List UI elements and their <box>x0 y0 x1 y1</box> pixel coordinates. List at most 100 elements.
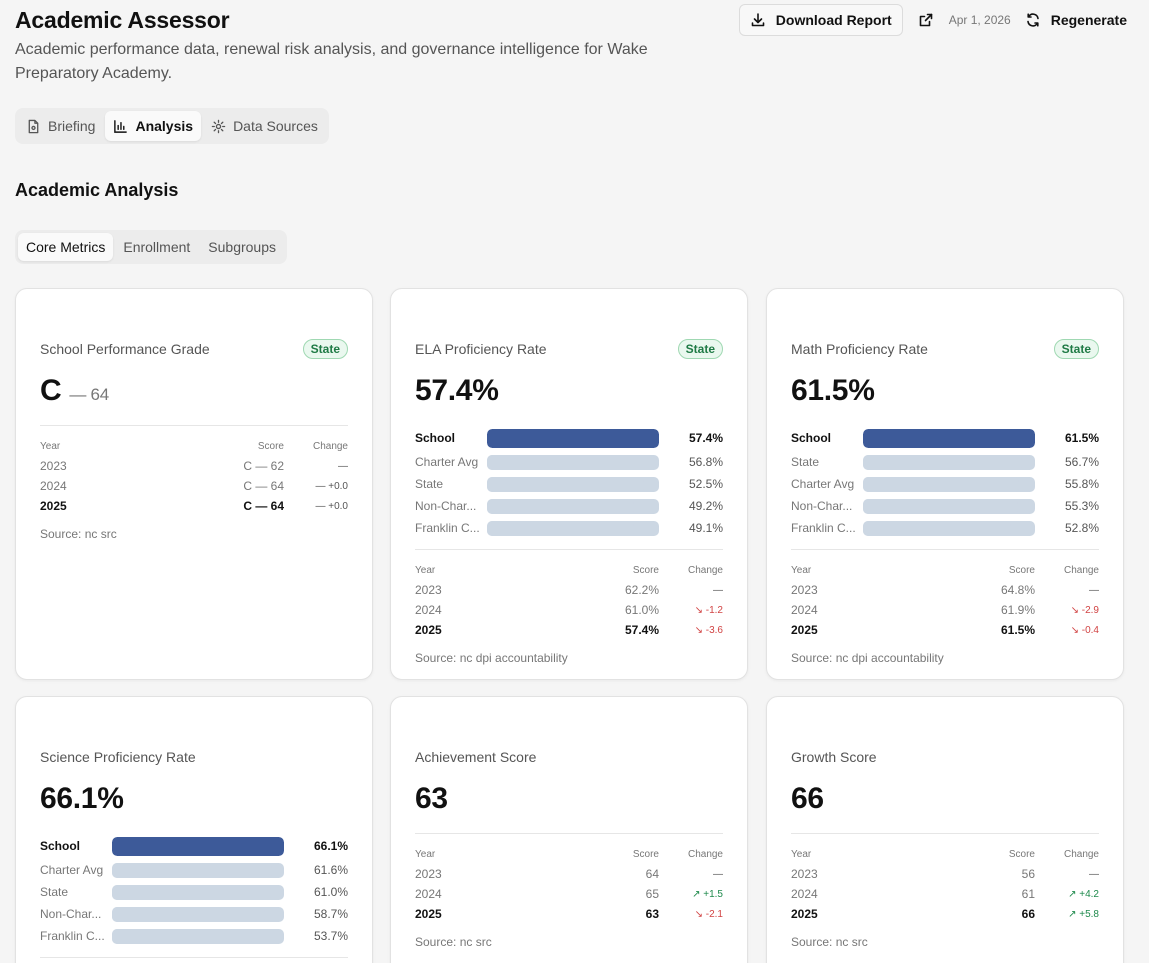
bar-value: 57.4% <box>688 431 723 445</box>
tab-enrollment[interactable]: Enrollment <box>123 239 191 255</box>
history-score: 61 <box>1021 887 1035 901</box>
bar-fill <box>112 884 271 900</box>
comparison-bar-row: Charter Avg 55.8% <box>791 473 1099 495</box>
tab-data-sources-label: Data Sources <box>233 118 318 134</box>
history-change: ↘ -0.4 <box>1070 624 1099 636</box>
school-performance-grade-card: School Performance Grade State C — 64 Ye… <box>15 288 373 680</box>
history-score: 64.8% <box>1000 583 1035 597</box>
tab-core-metrics[interactable]: Core Metrics <box>18 233 114 261</box>
bar-label: Franklin C... <box>415 521 480 535</box>
history-year: 2024 <box>415 887 442 901</box>
state-badge: State <box>1053 339 1099 359</box>
card-title: Math Proficiency Rate <box>791 341 928 357</box>
history-row: 2025 63 ↘ -2.1 <box>415 904 723 924</box>
source-note: Source: nc src <box>791 935 868 949</box>
bar-label: School <box>415 431 456 445</box>
change-header: Change <box>1063 564 1099 576</box>
tab-data-sources[interactable]: Data Sources <box>203 111 326 141</box>
regenerate-button[interactable]: Regenerate <box>1025 12 1127 28</box>
refresh-icon <box>1025 12 1041 28</box>
report-date: Apr 1, 2026 <box>948 13 1011 27</box>
history-row: 2024 C — 64 — +0.0 <box>40 476 348 496</box>
bar-value: 55.3% <box>1064 499 1099 513</box>
document-icon <box>26 119 41 134</box>
comparison-bar-row: Franklin C... 49.1% <box>415 517 723 539</box>
history-row: 2024 65 ↗ +1.5 <box>415 884 723 904</box>
history-year: 2025 <box>415 623 442 637</box>
history-change: — <box>713 584 723 596</box>
bar-track <box>863 428 1035 448</box>
download-icon <box>750 12 766 28</box>
history-score: 66 <box>1021 907 1035 921</box>
external-link-icon[interactable] <box>917 11 935 29</box>
metric-value: 61.5% <box>791 374 875 407</box>
history-score: 62.2% <box>624 583 659 597</box>
history-row: 2023 64 — <box>415 864 723 884</box>
comparison-bar-row: State 52.5% <box>415 473 723 495</box>
bar-track <box>863 454 1035 470</box>
score-header: Score <box>1008 564 1035 576</box>
history-year: 2025 <box>791 907 818 921</box>
bar-value: 56.7% <box>1064 455 1099 469</box>
card-title: Achievement Score <box>415 749 537 765</box>
download-report-button[interactable]: Download Report <box>738 4 903 36</box>
history-year: 2024 <box>791 603 818 617</box>
history-score: 63 <box>645 907 659 921</box>
bar-label: State <box>40 885 69 899</box>
score-header: Score <box>632 564 659 576</box>
comparison-bar-row: Franklin C... 53.7% <box>40 925 348 947</box>
school-bar-row: School 57.4% <box>415 425 723 451</box>
comparison-bar-row: Franklin C... 52.8% <box>791 517 1099 539</box>
history-header: Year Score Change <box>415 560 723 580</box>
bar-value: 52.5% <box>688 477 723 491</box>
bar-label: School <box>40 839 81 853</box>
tab-subgroups[interactable]: Subgroups <box>208 239 276 255</box>
history-score: 61.0% <box>624 603 659 617</box>
comparison-bar-row: Non-Char... 58.7% <box>40 903 348 925</box>
bar-value: 49.2% <box>688 499 723 513</box>
history-change: — <box>338 460 348 472</box>
bar-fill <box>863 454 1022 470</box>
comparison-bar-row: State 61.0% <box>40 881 348 903</box>
history-score: 61.9% <box>1000 603 1035 617</box>
comparison-bar-row: Charter Avg 56.8% <box>415 451 723 473</box>
tab-analysis-label: Analysis <box>135 118 194 134</box>
bar-track <box>487 454 659 470</box>
metric-value: 57.4% <box>415 374 499 407</box>
science-proficiency-card: Science Proficiency Rate 66.1% School 66.… <box>15 696 373 963</box>
history-table: Year Score Change 2023 56 — 2024 61 ↗ +4… <box>791 833 1099 924</box>
score-header: Score <box>257 440 284 452</box>
history-year: 2023 <box>40 459 67 473</box>
history-year: 2023 <box>791 583 818 597</box>
change-header: Change <box>687 564 723 576</box>
bar-fill <box>487 498 635 514</box>
year-header: Year <box>791 848 812 860</box>
tab-briefing[interactable]: Briefing <box>18 111 103 141</box>
bar-fill <box>863 520 1011 536</box>
header-actions: Download Report Apr 1, 2026 Regenerate <box>738 4 1127 36</box>
achievement-score-card: Achievement Score 63 Year Score Change 2… <box>390 696 748 963</box>
bar-fill <box>487 520 635 536</box>
history-score: 57.4% <box>624 623 659 637</box>
tab-analysis[interactable]: Analysis <box>105 111 202 141</box>
history-row: 2025 66 ↗ +5.8 <box>791 904 1099 924</box>
history-change: ↘ -1.2 <box>694 604 723 616</box>
year-header: Year <box>40 440 61 452</box>
year-header: Year <box>415 564 436 576</box>
metric-value: 63 <box>415 782 448 815</box>
card-title: Science Proficiency Rate <box>40 749 196 765</box>
bar-fill <box>487 428 659 448</box>
history-score: 56 <box>1021 867 1035 881</box>
history-header: Year Score Change <box>791 844 1099 864</box>
math-proficiency-card: Math Proficiency Rate State 61.5% School… <box>766 288 1124 680</box>
main-tabs: Briefing Analysis Data Sources <box>15 108 329 144</box>
source-note: Source: nc dpi accountability <box>791 651 944 665</box>
change-header: Change <box>312 440 348 452</box>
bar-track <box>112 862 284 878</box>
history-row: 2025 57.4% ↘ -3.6 <box>415 620 723 640</box>
bar-value: 61.5% <box>1064 431 1099 445</box>
history-table: Year Score Change 2023 64 — 2024 65 ↗ +1… <box>415 833 723 924</box>
bar-label: Charter Avg <box>415 455 479 469</box>
history-change: — <box>1089 584 1099 596</box>
bar-label: State <box>791 455 820 469</box>
